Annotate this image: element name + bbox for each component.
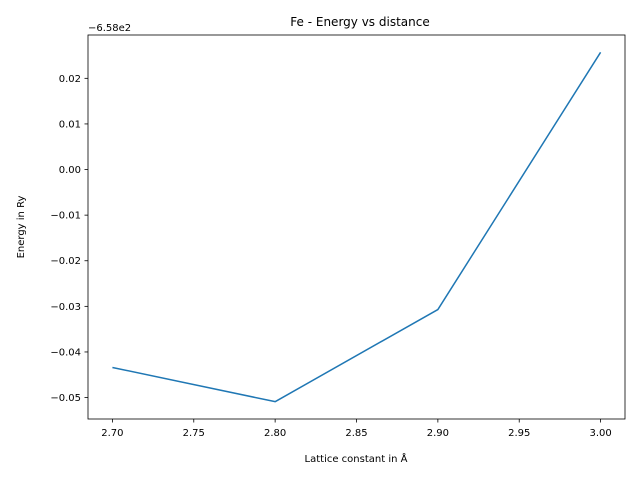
x-tick-label: 2.85 bbox=[345, 428, 367, 439]
x-axis-label: Lattice constant in Å bbox=[305, 452, 408, 465]
y-tick-label: −0.03 bbox=[50, 302, 81, 313]
y-tick-label: −0.04 bbox=[50, 347, 81, 358]
y-tick-label: −0.02 bbox=[50, 256, 81, 267]
x-axis-ticks: 2.70 2.75 2.80 2.85 2.90 2.95 3.00 bbox=[101, 419, 612, 439]
y-axis-label: Energy in Ry bbox=[16, 196, 27, 259]
y-tick-label: 0.01 bbox=[59, 119, 81, 130]
x-tick-label: 2.70 bbox=[101, 428, 123, 439]
y-tick-label: −0.05 bbox=[50, 393, 81, 404]
plot-frame bbox=[87, 34, 626, 420]
y-tick-label: −0.01 bbox=[50, 211, 81, 222]
chart-title: Fe - Energy vs distance bbox=[290, 15, 429, 29]
y-tick-label: 0.00 bbox=[59, 165, 81, 176]
x-tick-label: 2.75 bbox=[183, 428, 205, 439]
x-tick-label: 2.90 bbox=[427, 428, 449, 439]
x-tick-label: 2.95 bbox=[508, 428, 530, 439]
energy-series-line bbox=[112, 51, 602, 403]
x-tick-label: 3.00 bbox=[589, 428, 611, 439]
y-axis-ticks: −0.05 −0.04 −0.03 −0.02 −0.01 0.00 0.01 0.02 bbox=[50, 74, 88, 404]
series-layer bbox=[112, 51, 602, 403]
y-tick-label: 0.02 bbox=[59, 74, 81, 85]
x-tick-label: 2.80 bbox=[264, 428, 286, 439]
y-offset-label: −6.58e2 bbox=[88, 23, 131, 34]
